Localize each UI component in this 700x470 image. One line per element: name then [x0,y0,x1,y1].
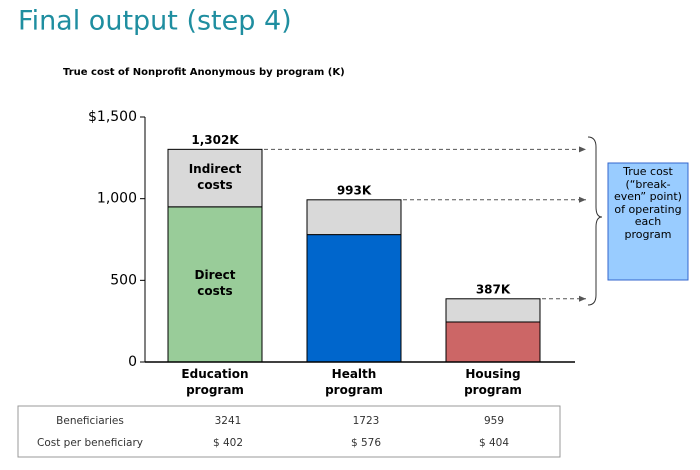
y-tick-label: 0 [128,354,137,370]
slide-title: Final output (step 4) [18,6,292,37]
table-cell: Beneficiaries [56,415,124,427]
x-tick-label-wrap: Health program [325,367,383,397]
x-tick-label: Health program [325,367,383,397]
annotation-wrap: True cost (“break-even” point) of operat… [614,166,682,241]
x-tick-label-wrap: Housing program [464,367,522,397]
bar-segment [306,234,402,363]
x-tick-label-wrap: Education program [181,367,249,397]
bar-segment [445,321,541,363]
chart-title: True cost of Nonprofit Anonymous by prog… [63,67,345,78]
x-tick-label: Housing program [464,367,522,397]
brace [587,136,603,306]
y-tick-label: $1,500 [88,109,137,125]
table-cell: $ 402 [213,437,243,449]
annotation: True cost (“break-even” point) of operat… [614,166,682,241]
total-label: 993K [337,183,372,197]
table-cell: $ 404 [479,437,509,449]
total-label: 387K [476,282,511,296]
segment-label: Indirect costs [188,162,242,193]
segment-label: Direct costs [194,268,236,299]
table-cell: Cost per beneficiary [37,437,143,449]
y-tick-label: 1,000 [97,191,137,207]
table-cell: 3241 [215,415,242,427]
segment-label-wrap: Direct costs [194,268,236,299]
table-cell: 1723 [353,415,380,427]
x-tick-label: Education program [181,367,249,397]
table-cell: 959 [484,415,504,427]
bar-segment [167,148,263,208]
bar-segment [445,298,541,323]
y-tick-label: 500 [110,272,137,288]
total-label: 1,302K [191,133,239,147]
segment-label-wrap: Indirect costs [188,162,242,193]
annotation-box [607,162,689,281]
table-cell: $ 576 [351,437,381,449]
table-border [17,405,561,458]
bar-segment [306,199,402,236]
